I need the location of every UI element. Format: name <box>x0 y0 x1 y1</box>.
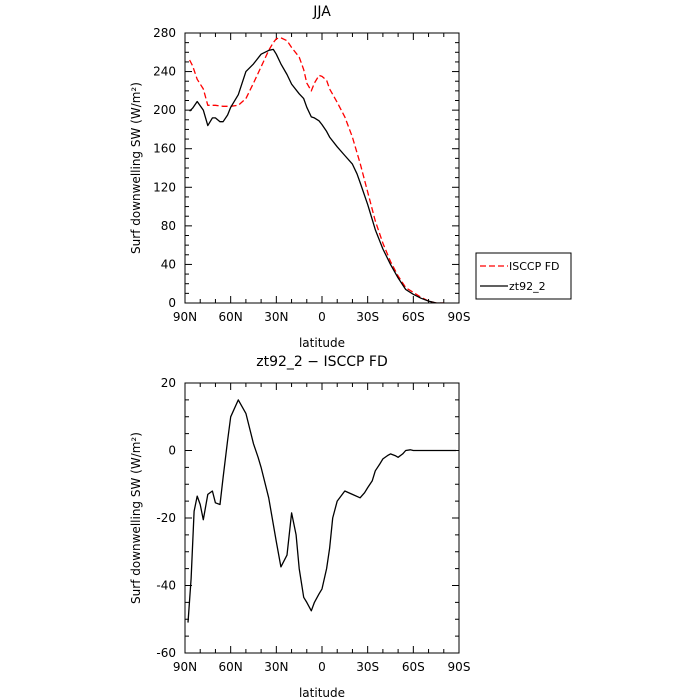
top-x-tick-label: 60N <box>219 310 243 324</box>
bottom-x-tick-label: 0 <box>318 660 326 674</box>
top-x-tick-label: 90N <box>173 310 197 324</box>
bottom-x-tick-label: 60S <box>402 660 425 674</box>
bottom-x-tick-label: 90S <box>448 660 471 674</box>
bottom-x-tick-label: 30S <box>356 660 379 674</box>
bottom-x-tick-label: 60N <box>219 660 243 674</box>
top-y-tick-label: 0 <box>168 296 176 310</box>
bottom-x-tick-label: 30N <box>264 660 288 674</box>
bottom-x-tick-label: 90N <box>173 660 197 674</box>
chart-difference: 90N 60N 30N 0 30S 60S 90S -60 -40 -20 0 20 zt92_2 − … <box>129 354 470 700</box>
top-x-tick-label: 0 <box>318 310 326 324</box>
legend-box <box>475 252 572 300</box>
top-x-tick-label: 90S <box>448 310 471 324</box>
top-y-tick-label: 120 <box>153 180 176 194</box>
top-x-tick-label: 30N <box>264 310 288 324</box>
top-y-tick-label: 200 <box>153 103 176 117</box>
top-x-axis-label: latitude <box>299 336 345 350</box>
bottom-y-tick-label: -20 <box>156 511 176 525</box>
legend-label-isccp-fd: ISCCP FD <box>509 260 560 273</box>
bottom-chart-title: zt92_2 − ISCCP FD <box>256 354 387 370</box>
top-y-tick-label: 80 <box>161 219 176 233</box>
top-series-line-zt92-2 <box>189 48 444 303</box>
bottom-y-tick-label: 20 <box>161 376 176 390</box>
bottom-y-tick-label: 0 <box>168 444 176 458</box>
top-y-tick-label: 40 <box>161 257 176 271</box>
top-series-line-isccp-fd <box>189 37 444 303</box>
top-y-tick-label: 240 <box>153 65 176 79</box>
chart-jja: 90N 60N 30N 0 30S 60S 90S 0 40 80 120 160 200 240 280 J… <box>129 4 572 350</box>
top-y-tick-label: 280 <box>153 26 176 40</box>
bottom-y-tick-label: -60 <box>156 646 176 660</box>
bottom-series-line-0 <box>187 399 456 623</box>
top-x-tick-label: 60S <box>402 310 425 324</box>
bottom-x-axis-label: latitude <box>299 686 345 700</box>
bottom-y-tick-label: -40 <box>156 579 176 593</box>
top-chart-title: JJA <box>312 4 331 20</box>
top-legend: ISCCP FD zt92_2 <box>475 252 572 300</box>
bottom-plot-frame <box>184 382 460 654</box>
legend-label-zt92-2: zt92_2 <box>509 280 546 293</box>
top-plot-frame <box>184 32 460 304</box>
top-y-axis-label: Surf downwelling SW (W/m²) <box>129 82 143 254</box>
top-y-tick-label: 160 <box>153 142 176 156</box>
bottom-y-axis-label: Surf downwelling SW (W/m²) <box>129 432 143 604</box>
top-x-tick-label: 30S <box>356 310 379 324</box>
